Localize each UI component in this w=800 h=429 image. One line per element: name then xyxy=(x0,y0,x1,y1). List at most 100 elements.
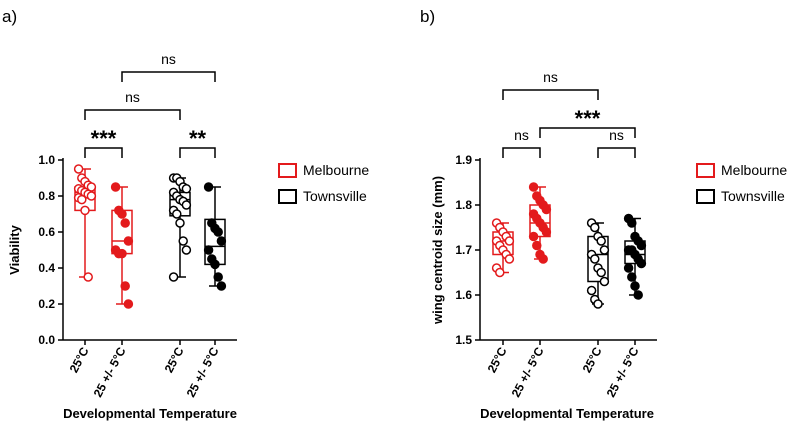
y-tick-label: 0.0 xyxy=(38,333,55,347)
panel-b-ylabel: wing centroid size (mm) xyxy=(430,176,445,325)
data-point xyxy=(172,209,182,219)
data-point xyxy=(633,290,643,300)
bracket-line xyxy=(84,109,181,120)
data-point xyxy=(203,245,214,255)
y-tick-label: 1.5 xyxy=(455,333,472,347)
significance-bracket: ns xyxy=(84,89,181,120)
bracket-line xyxy=(597,147,636,158)
data-point xyxy=(216,236,227,246)
bracket-line xyxy=(121,71,216,82)
data-point xyxy=(541,227,552,237)
panel-a-legend: Melbourne Townsville xyxy=(278,162,369,204)
data-point xyxy=(117,248,127,259)
data-point xyxy=(504,254,515,264)
box-group-townsville xyxy=(623,213,647,300)
data-point xyxy=(532,240,542,251)
y-tick-label: 0.4 xyxy=(38,261,55,275)
x-tick-label: 25°C xyxy=(485,345,510,376)
x-tick-label: 25°C xyxy=(67,345,92,376)
data-point xyxy=(120,281,130,291)
box-group-townsville xyxy=(586,218,610,309)
significance-label: ns xyxy=(161,51,176,67)
data-point xyxy=(528,231,539,242)
significance-bracket: ns xyxy=(597,127,636,158)
data-point xyxy=(83,272,93,282)
legend-swatch-melbourne xyxy=(696,163,715,178)
data-point xyxy=(541,204,552,215)
bracket-line xyxy=(502,147,541,158)
data-point xyxy=(528,182,539,192)
data-point xyxy=(77,194,87,205)
data-point xyxy=(86,191,97,201)
data-point xyxy=(590,254,600,264)
x-tick-label: 25 +/- 5°C xyxy=(184,345,222,400)
data-point xyxy=(504,236,515,246)
data-point xyxy=(593,299,603,309)
data-point xyxy=(123,236,134,246)
bracket-line xyxy=(502,89,599,100)
bracket-line xyxy=(539,127,636,138)
x-tick-label: 25°C xyxy=(580,345,605,376)
x-tick-label: 25 +/- 5°C xyxy=(509,345,547,400)
data-point xyxy=(80,205,90,216)
x-tick-label: 25 +/- 5°C xyxy=(604,345,642,400)
data-point xyxy=(216,281,227,291)
significance-bracket: ns xyxy=(502,127,541,158)
significance-bracket: ns xyxy=(121,51,216,82)
legend-label-melbourne: Melbourne xyxy=(303,162,369,178)
significance-label: *** xyxy=(575,106,601,131)
data-point xyxy=(599,276,610,287)
bracket-line xyxy=(179,147,216,158)
legend-swatch-townsville xyxy=(278,189,297,204)
panel-a-chart: 0.00.20.40.60.81.025°C 25 +/- 5°C 25°C25 +… xyxy=(38,51,237,400)
significance-bracket: *** xyxy=(84,126,123,158)
significance-label: ns xyxy=(125,89,140,105)
data-point xyxy=(178,236,188,246)
box-group-melbourne xyxy=(110,182,134,309)
y-tick-label: 0.8 xyxy=(38,189,55,203)
data-point xyxy=(636,240,647,251)
box-group-melbourne xyxy=(491,218,515,278)
panel-a-ylabel: Viability xyxy=(7,224,22,274)
data-point xyxy=(495,267,505,278)
panel-b-legend: Melbourne Townsville xyxy=(696,162,787,204)
significance-label: ns xyxy=(609,127,624,143)
data-point xyxy=(181,245,192,255)
panel-a-xlabel: Developmental Temperature xyxy=(63,406,237,421)
y-tick-label: 1.7 xyxy=(455,243,472,257)
data-point xyxy=(181,200,192,210)
y-tick-label: 1.6 xyxy=(455,288,472,302)
data-point xyxy=(110,182,121,192)
y-tick-label: 0.6 xyxy=(38,225,55,239)
data-point xyxy=(123,299,134,309)
box-group-melbourne xyxy=(73,164,97,282)
data-point xyxy=(117,209,127,219)
panel-b-xlabel: Developmental Temperature xyxy=(480,406,654,421)
significance-bracket: *** xyxy=(539,106,636,138)
data-point xyxy=(630,281,640,291)
data-point xyxy=(599,245,610,255)
data-point xyxy=(73,164,84,174)
data-point xyxy=(627,218,637,228)
significance-label: ns xyxy=(514,127,529,143)
panel-b-label: b) xyxy=(420,7,435,26)
significance-bracket: ns xyxy=(502,69,599,100)
significance-label: *** xyxy=(91,126,117,151)
data-point xyxy=(586,285,597,296)
x-tick-label: 25 +/- 5°C xyxy=(91,345,129,400)
data-point xyxy=(203,182,214,192)
panel-b-chart: 1.51.61.71.81.925°C 25 +/- 5°C 25°C 25 +/- … xyxy=(455,69,657,400)
y-tick-label: 1.0 xyxy=(38,153,55,167)
panel-a-label: a) xyxy=(2,7,17,26)
data-point xyxy=(590,222,600,233)
legend-label-townsville: Townsville xyxy=(721,188,785,204)
data-point xyxy=(636,258,647,269)
data-point xyxy=(213,272,223,282)
y-tick-label: 1.8 xyxy=(455,198,472,212)
significance-label: ** xyxy=(189,126,207,151)
bracket-line xyxy=(84,147,123,158)
data-point xyxy=(538,254,548,264)
legend-swatch-melbourne xyxy=(278,163,297,178)
x-tick-label: 25°C xyxy=(162,345,187,376)
